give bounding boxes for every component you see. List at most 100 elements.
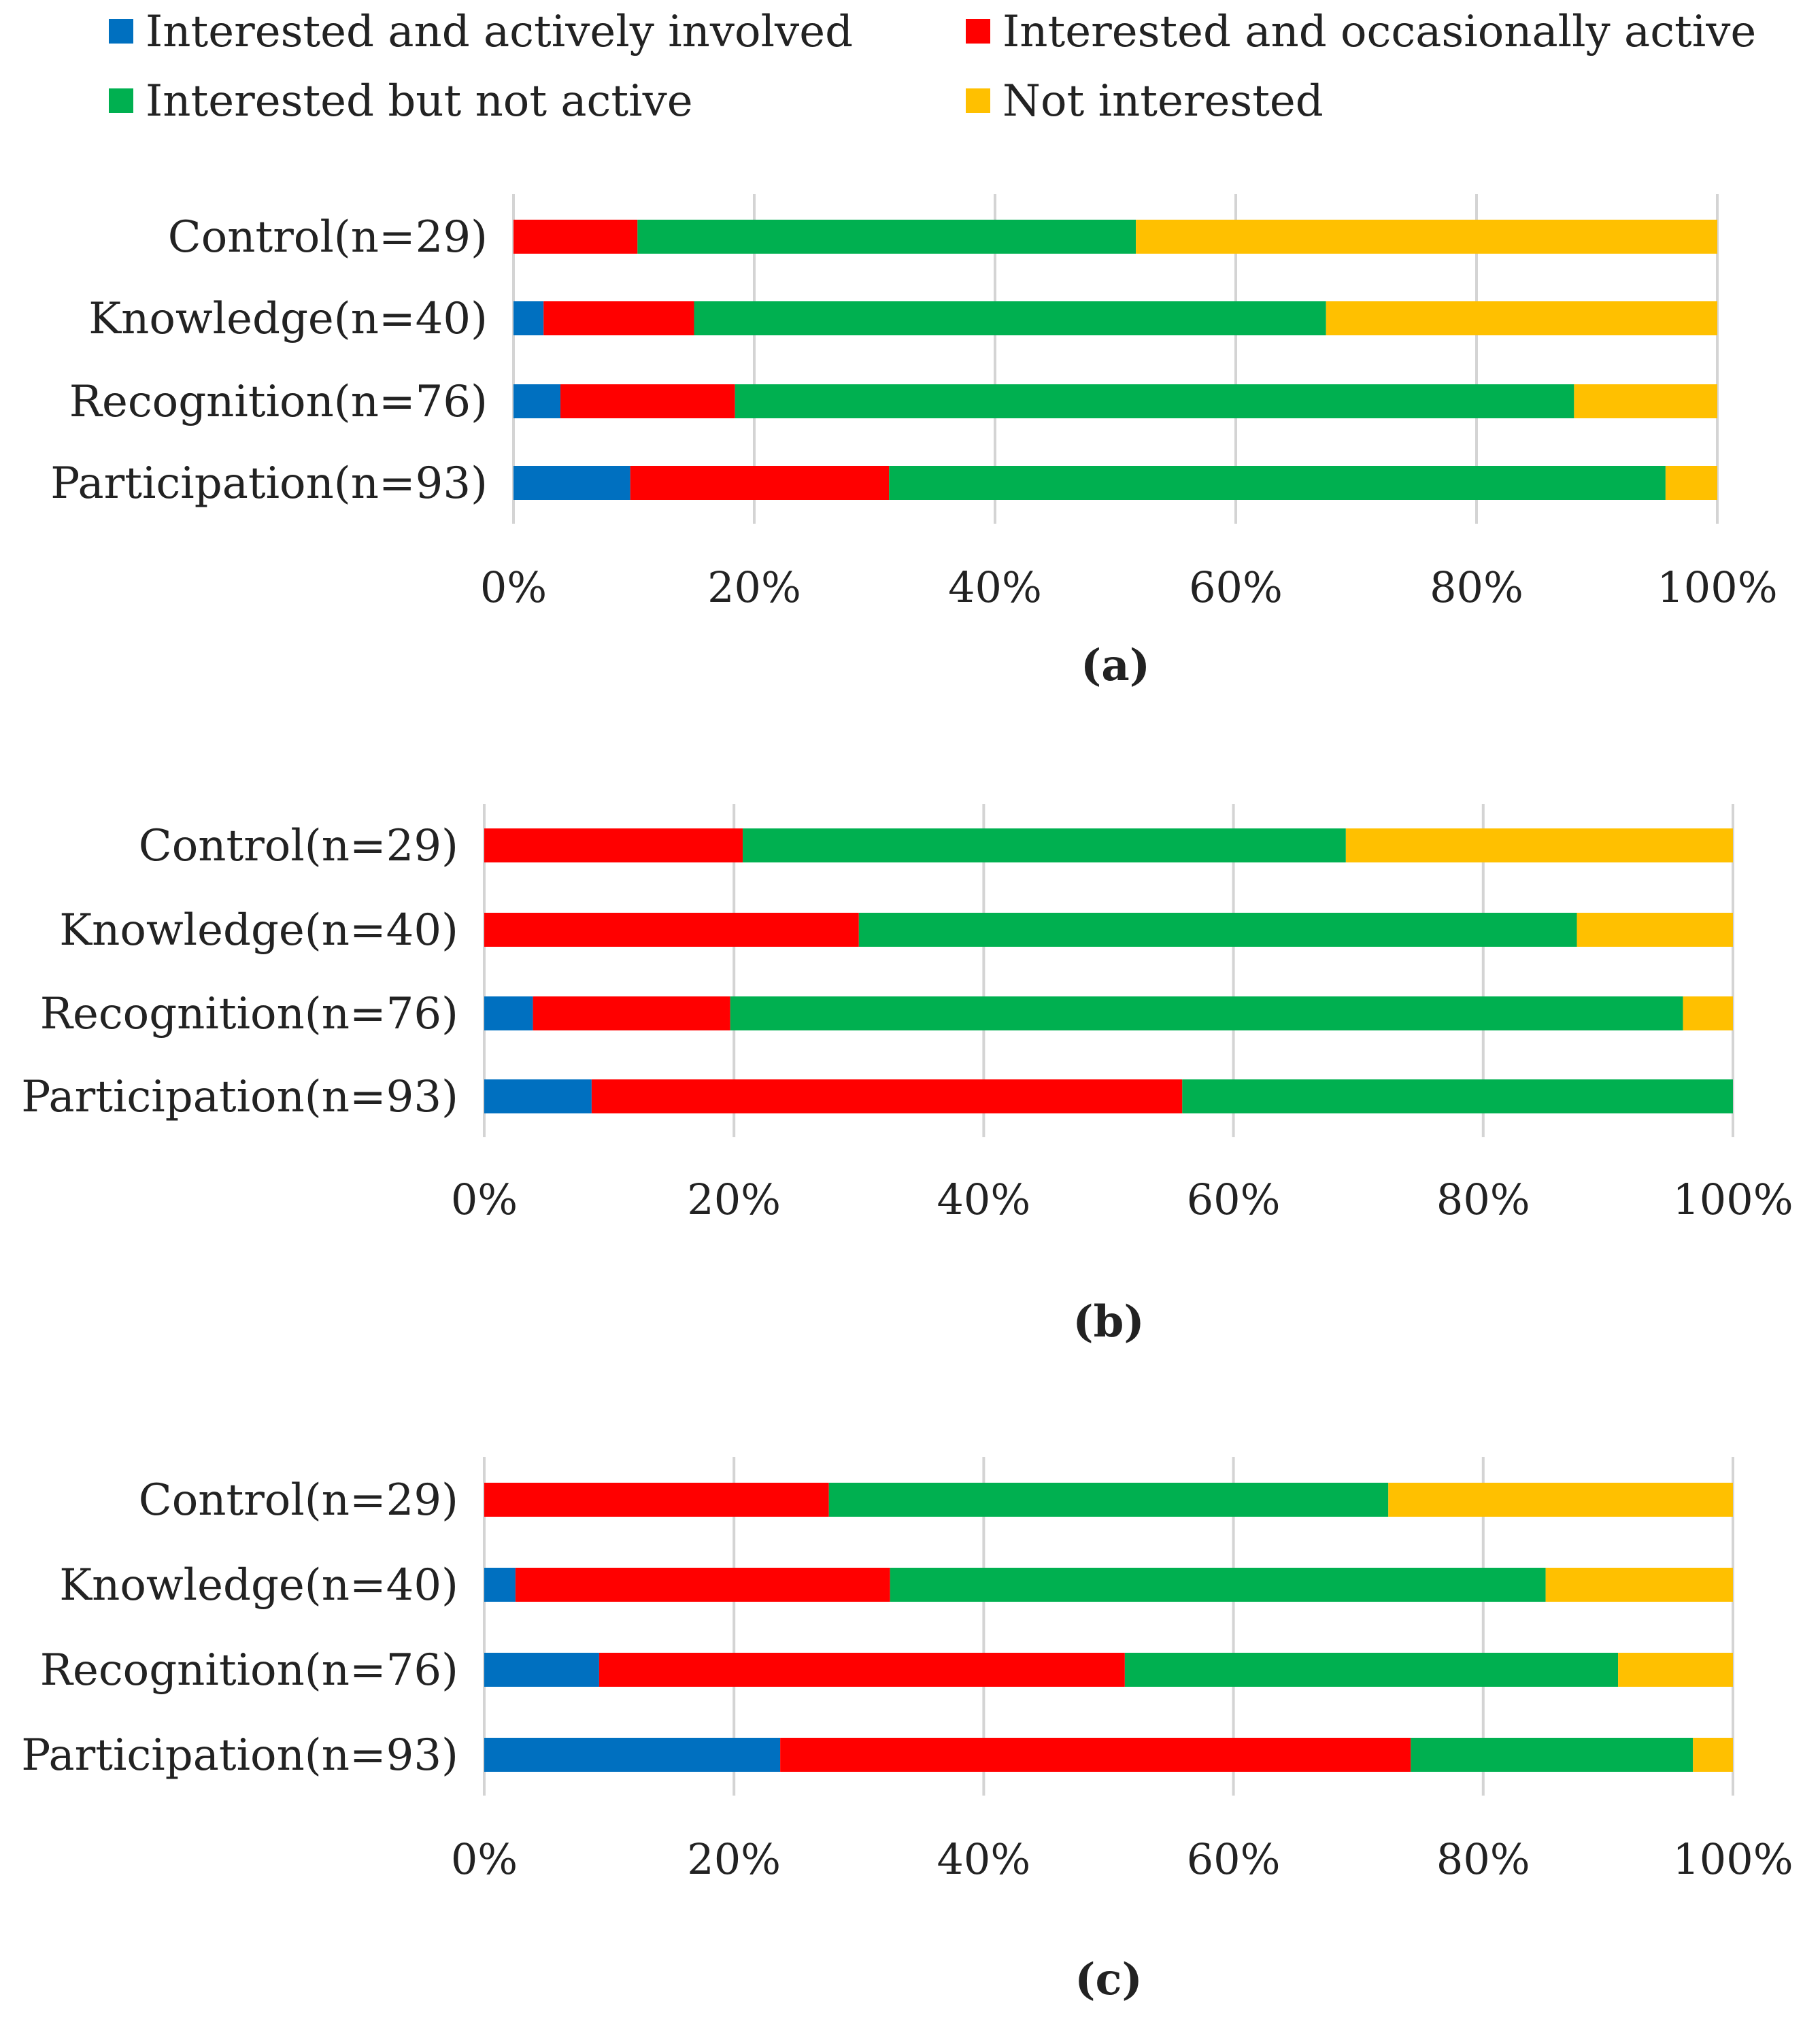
panel-caption: (a) (1081, 640, 1150, 691)
caption-paren-open: ( (1073, 1296, 1093, 1347)
category-label: Control(n=29) (168, 212, 488, 263)
bar-segment (1388, 1483, 1733, 1517)
category-label: Control(n=29) (139, 1475, 458, 1526)
caption-letter: b (1094, 1296, 1124, 1347)
bar-segment (484, 913, 859, 947)
bar-segment (1665, 466, 1717, 500)
x-tick-label: 0% (480, 562, 547, 612)
bar-segment (484, 1653, 599, 1687)
legend-item: Not interested (966, 76, 1324, 127)
caption-paren-close: ) (1122, 1954, 1142, 2005)
legend-swatch (966, 88, 990, 113)
legend-swatch (109, 88, 133, 113)
bar-segment (1411, 1738, 1693, 1772)
category-label: Knowledge(n=40) (59, 1560, 458, 1611)
x-tick-label: 20% (687, 1175, 781, 1224)
chart-panels: 0% 20% 40% 60% 80% 100% Control(n=29) Knowledge… (21, 194, 1793, 2005)
category-label: Knowledge(n=40) (88, 294, 488, 344)
bar-segment (560, 384, 735, 418)
bar-segment (513, 301, 544, 335)
legend: Interested and actively involved Interest… (109, 7, 1756, 127)
x-tick-label: 40% (937, 1175, 1030, 1224)
bar-segment (515, 1568, 890, 1602)
bar-segment (1683, 996, 1733, 1030)
bar-segment (1545, 1568, 1733, 1602)
caption-letter: a (1101, 640, 1129, 691)
bar-segment (599, 1653, 1125, 1687)
bar-segment (484, 1568, 516, 1602)
bar-segment (1618, 1653, 1733, 1687)
bar-segment (591, 1079, 1183, 1113)
caption-paren-open: ( (1075, 1954, 1095, 2005)
bar-segment (543, 301, 694, 335)
bar-segment (1577, 913, 1733, 947)
legend-swatch (966, 19, 990, 44)
category-label: Control(n=29) (139, 821, 458, 871)
bar-segment (1326, 301, 1717, 335)
chart-panel-a: 0% 20% 40% 60% 80% 100% Control(n=29) Knowledge… (50, 194, 1778, 691)
bar-segment (694, 301, 1326, 335)
category-label: Recognition(n=76) (69, 377, 488, 427)
x-tick-label: 60% (1187, 1175, 1281, 1224)
x-tick-label: 60% (1189, 562, 1283, 612)
bar-segment (735, 384, 1574, 418)
x-tick-label: 40% (948, 562, 1042, 612)
legend-swatch (109, 19, 133, 44)
caption-letter: c (1096, 1954, 1122, 2005)
bar-segment (858, 913, 1577, 947)
bar-segment (637, 220, 1136, 254)
x-tick-label: 80% (1436, 1175, 1530, 1224)
bar-segment (1345, 828, 1733, 862)
chart-panel-b: 0% 20% 40% 60% 80% 100% Control(n=29) Knowledge… (21, 804, 1793, 1347)
legend-item: Interested but not active (109, 76, 693, 127)
x-tick-label: 20% (707, 562, 801, 612)
bar-segment (484, 828, 743, 862)
caption-paren-close: ) (1130, 640, 1150, 691)
x-tick-label: 40% (937, 1834, 1030, 1884)
category-label: Participation(n=93) (50, 458, 488, 509)
caption-paren-close: ) (1124, 1296, 1144, 1347)
x-tick-label: 100% (1672, 1175, 1793, 1224)
bar-segment (513, 466, 630, 500)
bar-segment (1574, 384, 1717, 418)
bar-segment (828, 1483, 1389, 1517)
bar-segment (889, 466, 1666, 500)
bar-segment (1124, 1653, 1619, 1687)
category-label: Knowledge(n=40) (59, 905, 458, 956)
bar-segment (513, 384, 561, 418)
x-tick-label: 20% (687, 1834, 781, 1884)
x-tick-label: 60% (1187, 1834, 1281, 1884)
caption-paren-open: ( (1081, 640, 1101, 691)
bar-segment (533, 996, 730, 1030)
bar-segment (1182, 1079, 1733, 1113)
legend-item: Interested and actively involved (109, 7, 853, 57)
bar-segment (484, 1483, 829, 1517)
panel-caption: (b) (1073, 1296, 1144, 1347)
bar-segment (513, 220, 638, 254)
x-tick-label: 100% (1657, 562, 1777, 612)
x-tick-label: 0% (451, 1834, 518, 1884)
legend-label: Interested but not active (146, 76, 693, 127)
panel-caption: (c) (1075, 1954, 1143, 2005)
bar-segment (780, 1738, 1411, 1772)
bar-segment (1693, 1738, 1733, 1772)
bar-segment (484, 996, 533, 1030)
bar-segment (630, 466, 890, 500)
bar-segment (890, 1568, 1546, 1602)
category-label: Participation(n=93) (21, 1072, 458, 1122)
legend-item: Interested and occasionally active (966, 7, 1756, 57)
bar-segment (730, 996, 1683, 1030)
x-tick-label: 80% (1430, 562, 1523, 612)
x-tick-label: 0% (451, 1175, 518, 1224)
category-label: Recognition(n=76) (40, 1645, 458, 1696)
legend-label: Interested and occasionally active (1002, 7, 1756, 57)
category-label: Participation(n=93) (21, 1730, 458, 1781)
legend-label: Not interested (1002, 76, 1324, 127)
category-label: Recognition(n=76) (40, 989, 458, 1039)
bar-segment (484, 1079, 592, 1113)
x-tick-label: 100% (1672, 1834, 1793, 1884)
bar-segment (743, 828, 1346, 862)
legend-label: Interested and actively involved (146, 7, 853, 57)
chart-panel-c: 0% 20% 40% 60% 80% 100% Control(n=29) Knowledge… (21, 1457, 1793, 2005)
